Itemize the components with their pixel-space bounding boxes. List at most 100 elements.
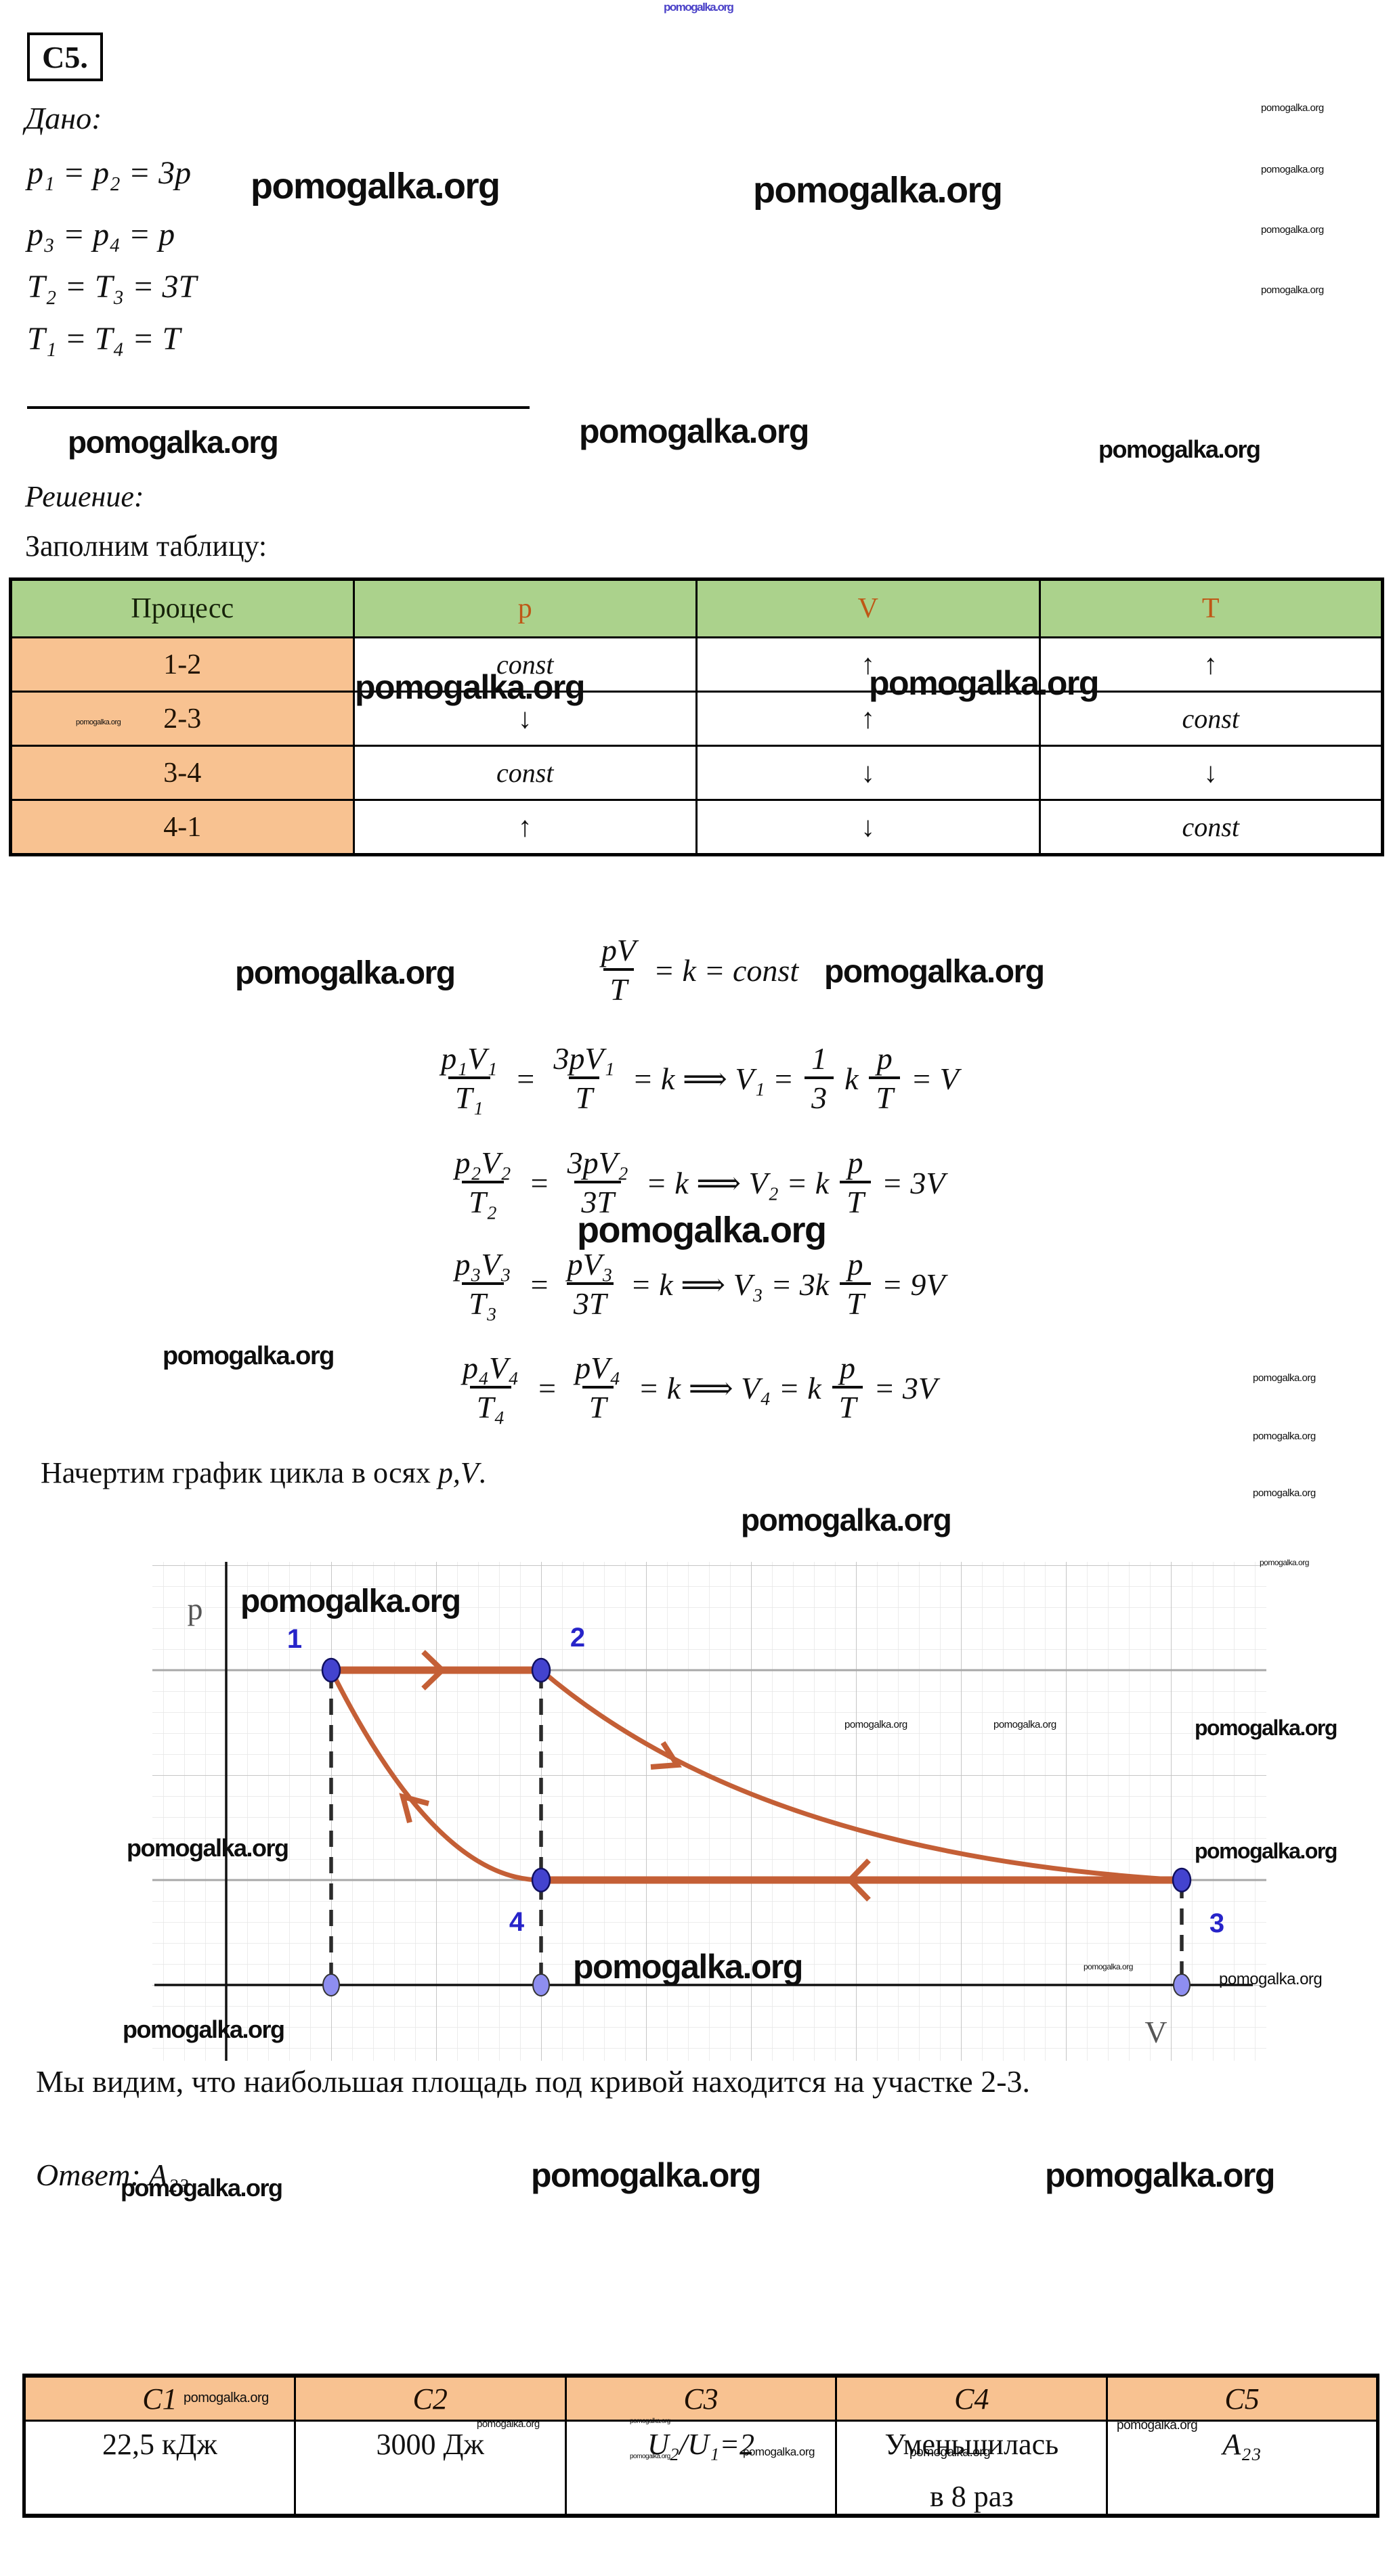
answer-cell-line: 22,5 кДж xyxy=(102,2428,217,2461)
watermark: pomogalka.org xyxy=(1084,1962,1133,1971)
denominator: T xyxy=(832,1386,863,1425)
watermark: pomogalka.org xyxy=(1195,1839,1337,1863)
numerator: p₃V₃ xyxy=(454,1247,511,1282)
formula-text: k xyxy=(844,1061,859,1096)
answers-table: C1 C2 C3 C4 C5 22,5 кДж 3000 Дж U₂/U₁=2 Уменьши… xyxy=(22,2374,1379,2518)
process-cell: 1-2 xyxy=(9,636,355,693)
answer-cell: 22,5 кДж xyxy=(23,2420,296,2517)
process-cell: 2-3 xyxy=(9,691,355,747)
watermark: pomogalka.org xyxy=(993,1719,1056,1730)
formula-text: = k = const xyxy=(653,953,799,988)
value-cell: ↓ xyxy=(695,799,1041,856)
answer-cell-line: Уменьшилась xyxy=(884,2428,1059,2461)
watermark: pomogalka.org xyxy=(121,2174,283,2202)
given-line: T₂ = T₃ = 3T xyxy=(27,269,197,305)
value-cell: const xyxy=(1038,799,1384,856)
point-3-label: 3 xyxy=(1209,1908,1224,1938)
answer-cell: A₂₃ xyxy=(1106,2420,1379,2517)
process-2-3-curve xyxy=(539,1668,1182,1883)
arrow-4-1-icon xyxy=(399,1793,430,1824)
answers-table-value-row: 22,5 кДж 3000 Дж U₂/U₁=2 Уменьшилась в 8 раз… xyxy=(23,2420,1379,2517)
watermark: pomogalka.org xyxy=(531,2156,761,2194)
denominator: T₁ xyxy=(448,1076,490,1116)
formula-text: = 3V xyxy=(881,1165,945,1200)
process-cell: 3-4 xyxy=(9,745,355,801)
value-cell: ↓ xyxy=(1038,745,1384,801)
table-row: 2-3 ↓ ↑ const xyxy=(9,691,1384,747)
watermark: pomogalka.org xyxy=(163,1342,335,1370)
numerator: pV₄ xyxy=(575,1351,621,1386)
point-4-label: 4 xyxy=(509,1907,525,1937)
fraction: pV₄ T xyxy=(568,1351,627,1424)
formula-text: = 9V xyxy=(881,1267,945,1302)
cycle-paths xyxy=(328,1650,1182,1902)
process-table: Процесс p V T 1-2 const ↑ ↑ 2-3 ↓ ↑ const 3-4 const ↓… xyxy=(9,577,1384,856)
conclusion-text: Мы видим, что наибольшая площадь под кри… xyxy=(36,2064,1031,2099)
process-header: Процесс xyxy=(9,578,355,638)
given-line: p₁ = p₂ = 3p xyxy=(27,155,192,191)
watermark: pomogalka.org xyxy=(240,1584,461,1619)
numerator: p₁V₁ xyxy=(441,1041,498,1076)
variable-header: V xyxy=(695,578,1041,638)
numerator: 1 xyxy=(811,1041,828,1076)
value-cell: const xyxy=(352,636,698,693)
formula-line: p₃V₃ T₃ = pV₃ 3T = k ⟹ V₃ = 3k p T = 9V xyxy=(0,1234,1393,1335)
value-cell: const xyxy=(1038,691,1384,747)
given-line: T₁ = T₄ = T xyxy=(27,321,181,357)
watermark: pomogalka.org xyxy=(630,2453,670,2460)
answer-cell: 3000 Дж xyxy=(293,2420,567,2517)
denominator: T₂ xyxy=(462,1181,504,1220)
answer-cell: U₂/U₁=2 xyxy=(564,2420,838,2517)
value-cell: ↑ xyxy=(352,799,698,856)
formula-text: = 3V xyxy=(874,1370,937,1405)
watermark: pomogalka.org xyxy=(909,2445,991,2460)
process-table-body: 1-2 const ↑ ↑ 2-3 ↓ ↑ const 3-4 const ↓ ↓ 4-1 ↑ ↓ const xyxy=(9,636,1384,856)
answers-header: C1 xyxy=(23,2374,296,2422)
pv-cycle-graph: 1 2 3 4 p V xyxy=(152,1562,1266,2061)
watermark: pomogalka.org xyxy=(579,412,809,450)
table-row: 4-1 ↑ ↓ const xyxy=(9,799,1384,856)
arrow-1-2-icon xyxy=(421,1650,446,1690)
point-1 xyxy=(321,1657,341,1683)
formula-text: = V xyxy=(911,1061,959,1096)
denominator: T xyxy=(568,1076,600,1116)
table-row: 3-4 const ↓ ↓ xyxy=(9,745,1384,801)
denominator: T xyxy=(603,968,635,1007)
watermark: pomogalka.org xyxy=(824,954,1045,990)
watermark: pomogalka.org xyxy=(184,2391,269,2405)
formula-text: = k ⟹ V₂ = k xyxy=(645,1166,830,1200)
watermark: pomogalka.org xyxy=(1261,164,1324,175)
denominator: 3T xyxy=(574,1181,622,1220)
formula-text: = k ⟹ V₃ = 3k xyxy=(630,1267,830,1302)
watermark: pomogalka.org xyxy=(1261,102,1324,114)
answer-cell: Уменьшилась в 8 раз xyxy=(835,2420,1109,2517)
watermark: pomogalka.org xyxy=(1261,224,1324,236)
value-cell: const xyxy=(352,745,698,801)
watermark: pomogalka.org xyxy=(1098,435,1261,463)
answers-header: C4 xyxy=(835,2374,1109,2422)
formula-text: = xyxy=(515,1061,536,1096)
process-table-header-row: Процесс p V T xyxy=(9,578,1384,638)
watermark: pomogalka.org xyxy=(1253,1431,1316,1442)
formula-text: = xyxy=(536,1370,558,1405)
numerator: p xyxy=(847,1145,863,1181)
watermark: pomogalka.org xyxy=(1219,1970,1323,1988)
given-label: Дано: xyxy=(25,101,102,135)
arrow-3-4-icon xyxy=(846,1858,871,1902)
value-cell: ↑ xyxy=(1038,636,1384,693)
numerator: 3pV₁ xyxy=(553,1041,615,1076)
answer-cell-line: в 8 раз xyxy=(929,2480,1014,2513)
numerator: p₂V₂ xyxy=(454,1145,511,1181)
fraction: p₂V₂ T₂ xyxy=(448,1145,518,1219)
watermark: pomogalka.org xyxy=(741,1502,952,1537)
denominator: T xyxy=(840,1282,871,1322)
formula-line: p₁V₁ T₁ = 3pV₁ T = k ⟹ V₁ = 1 3 k p T = V xyxy=(0,1028,1393,1129)
fraction: 3pV₂ 3T xyxy=(561,1145,635,1219)
fill-table-label: Заполним таблицу: xyxy=(25,529,267,563)
point-3 xyxy=(1172,1867,1192,1893)
denominator: T₃ xyxy=(462,1282,504,1322)
